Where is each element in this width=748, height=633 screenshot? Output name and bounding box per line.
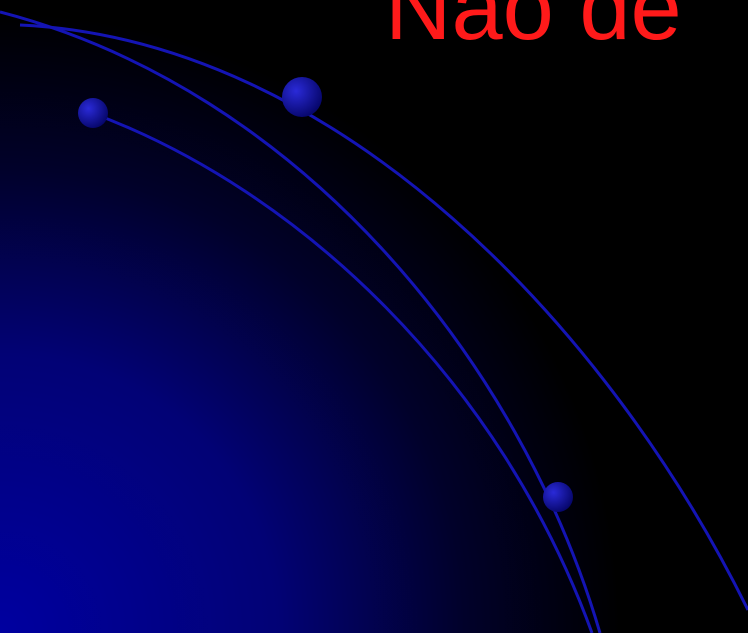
outer-arc xyxy=(19,23,748,611)
slide-title: Não de xyxy=(385,0,682,59)
orb-large xyxy=(282,77,322,117)
middle-arc xyxy=(0,10,602,633)
inner-arc xyxy=(91,111,594,633)
orb-left xyxy=(78,98,108,128)
orb-lower xyxy=(543,482,573,512)
